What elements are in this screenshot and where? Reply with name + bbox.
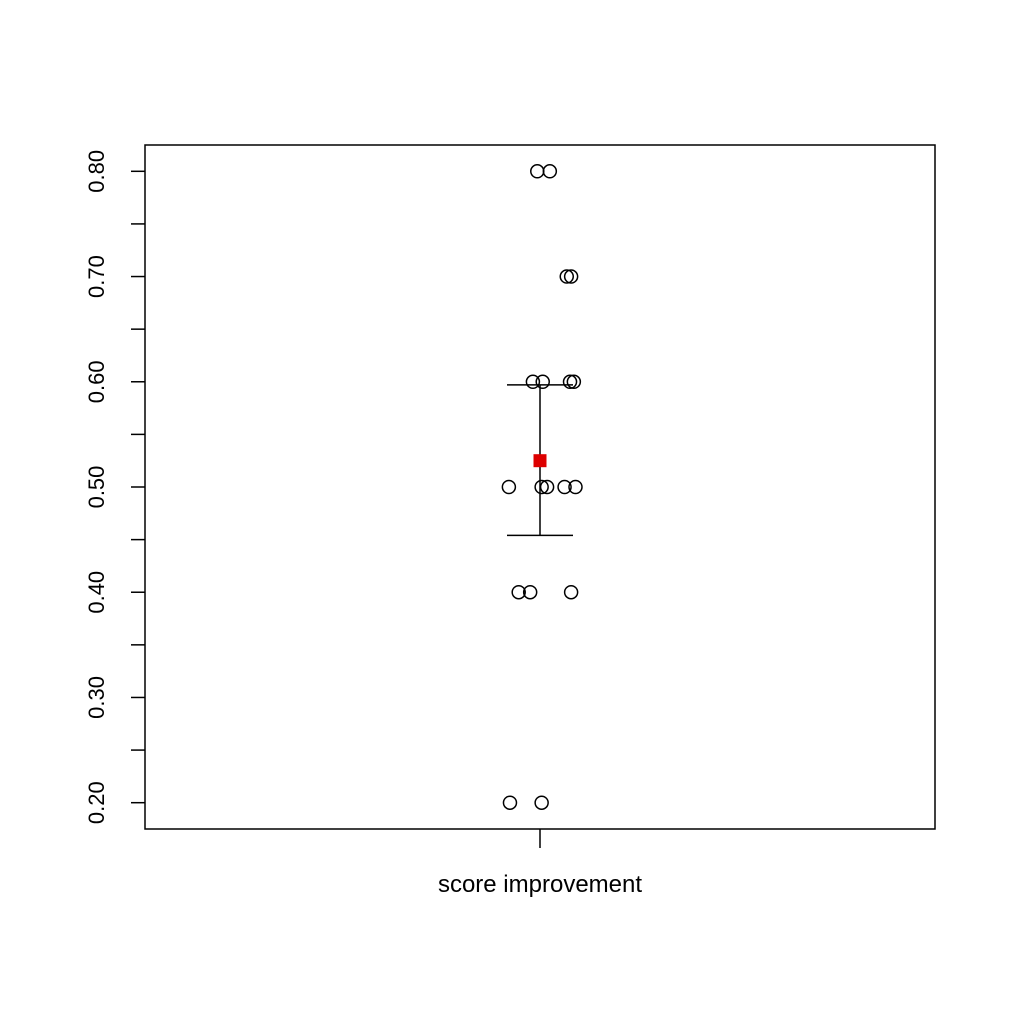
data-point-2 <box>559 269 575 284</box>
y-tick-label-0.70: 0.70 <box>84 255 109 298</box>
data-point-16 <box>502 795 518 810</box>
data-point-12 <box>568 479 583 495</box>
x-axis: score improvement <box>438 829 642 898</box>
data-point-3 <box>563 269 579 284</box>
data-point-9 <box>534 479 549 495</box>
plot-frame <box>144 144 936 830</box>
data-point-6 <box>562 374 578 390</box>
data-point-8 <box>501 479 517 495</box>
data-point-13 <box>511 584 526 600</box>
x-axis-label: score improvement <box>438 871 642 898</box>
data-point-17 <box>534 795 549 810</box>
data-point-11 <box>557 479 572 495</box>
data-point-1 <box>542 164 558 179</box>
y-axis: 0.20 0.30 0.40 0.50 0.60 0.70 0.80 <box>84 150 145 824</box>
data-point-4 <box>525 374 541 390</box>
data-point-14 <box>522 584 538 600</box>
y-tick-label-0.30: 0.30 <box>84 676 109 719</box>
data-point-7 <box>566 374 582 390</box>
data-point-5 <box>535 374 550 390</box>
data-point-15 <box>563 584 579 600</box>
y-tick-label-0.60: 0.60 <box>84 360 109 403</box>
y-tick-label-0.50: 0.50 <box>84 466 109 509</box>
y-tick-label-0.80: 0.80 <box>84 150 109 193</box>
y-tick-label-0.40: 0.40 <box>84 571 109 614</box>
plot-marks <box>501 164 583 810</box>
y-tick-label-0.20: 0.20 <box>84 781 109 824</box>
mean-marker <box>533 454 547 468</box>
